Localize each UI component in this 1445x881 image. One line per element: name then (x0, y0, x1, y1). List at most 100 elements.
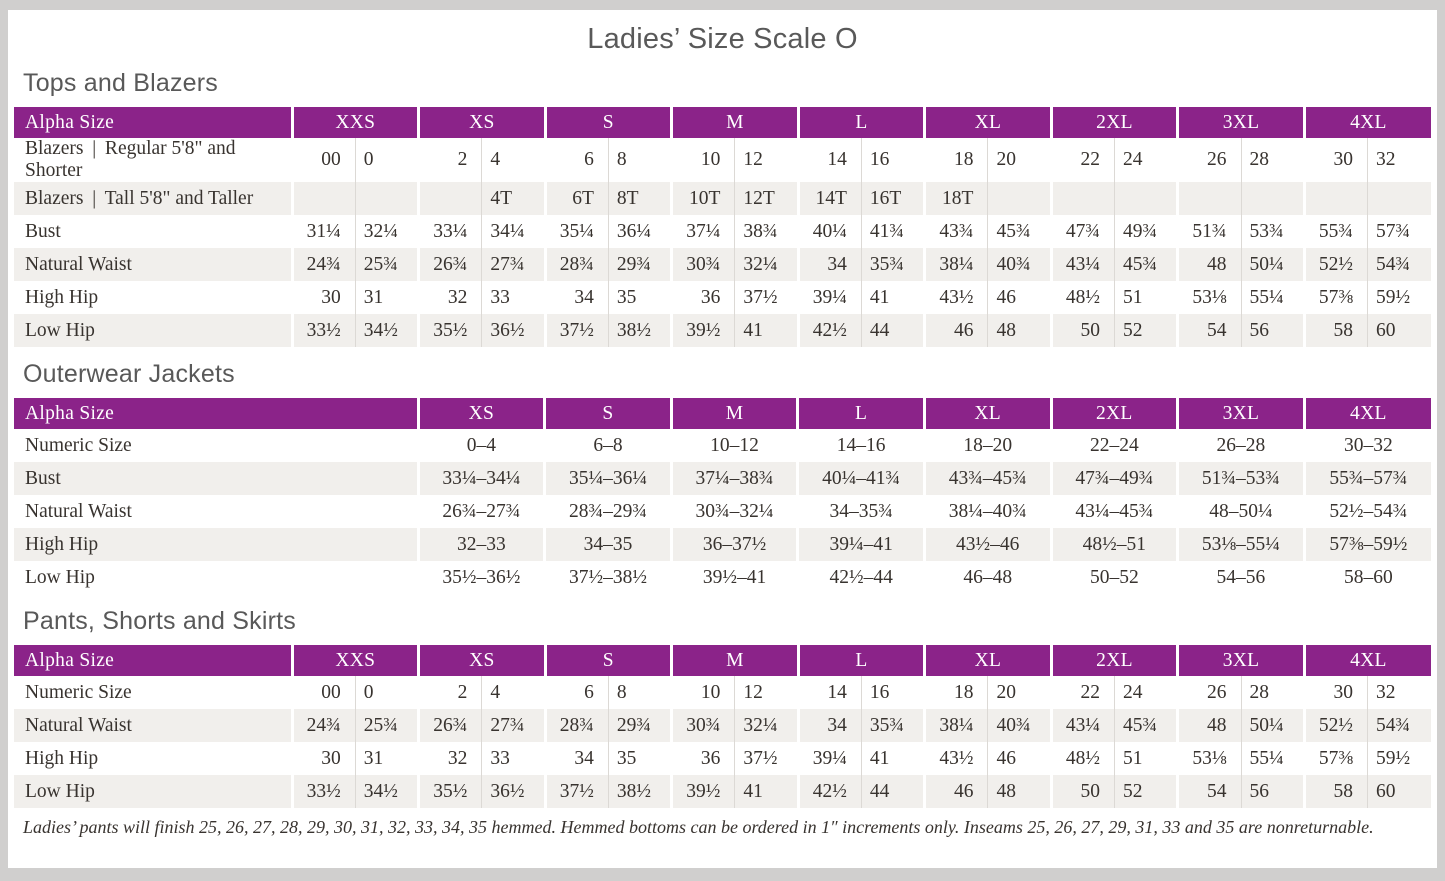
size-range-cell: 35¼–36¼ (543, 462, 672, 495)
size-value-cell: 53¾ (1240, 215, 1305, 248)
size-value-cell: 18T (923, 182, 988, 215)
size-value-cell: 32¼ (734, 248, 799, 281)
size-column-header: XXS (290, 645, 419, 676)
size-value-cell: 22 (1049, 676, 1115, 709)
size-value-cell: 48½ (1049, 281, 1115, 314)
size-value-cell: 36¼ (607, 215, 672, 248)
size-value-cell (1113, 182, 1178, 215)
size-range-cell: 43½–46 (922, 528, 1052, 561)
size-value-cell: 48 (987, 775, 1052, 808)
size-value-cell: 41 (860, 281, 925, 314)
size-value-cell: 26¾ (417, 709, 482, 742)
size-range-cell: 50–52 (1049, 561, 1178, 594)
row-label: Bust (14, 462, 419, 495)
size-value-cell: 36½ (481, 314, 546, 347)
size-value-cell: 33½ (290, 314, 356, 347)
size-value-cell: 28¾ (543, 248, 609, 281)
size-value-cell: 58 (1302, 314, 1368, 347)
size-range-cell: 54–56 (1176, 561, 1305, 594)
size-value-cell: 29¾ (607, 709, 672, 742)
size-value-cell: 60 (1367, 314, 1431, 347)
row-label: High Hip (14, 742, 293, 775)
size-range-cell: 0–4 (416, 429, 545, 462)
size-value-cell (1176, 182, 1242, 215)
size-value-cell: 55¾ (1302, 215, 1368, 248)
table-row: Blazers | Tall 5'8" and Taller 4T 6T 8T 10T 1… (14, 182, 1431, 215)
size-range-cell: 39¼–41 (796, 528, 925, 561)
section-heading: Tops and Blazers (23, 69, 218, 97)
size-value-cell: 31 (354, 742, 419, 775)
table-row: Numeric Size 0–4 6–8 10–12 14–16 18–20 22–24 26… (14, 429, 1431, 462)
size-value-cell: 20 (987, 676, 1052, 709)
size-value-cell: 54¾ (1367, 709, 1431, 742)
size-value-cell: 34 (543, 742, 609, 775)
size-value-cell: 26 (1176, 138, 1242, 182)
size-value-cell: 26 (1176, 676, 1242, 709)
size-range-cell: 22–24 (1049, 429, 1178, 462)
size-table-section: Outerwear Jackets Alpha Size XS S M L XL 2XL 3XL… (8, 360, 1437, 594)
size-value-cell: 10T (670, 182, 735, 215)
size-range-cell: 34–35 (543, 528, 672, 561)
size-column-header: XXS (290, 107, 419, 138)
size-value-cell: 43¼ (1049, 248, 1115, 281)
size-value-cell: 30 (290, 742, 356, 775)
size-range-cell: 36–37½ (669, 528, 798, 561)
size-range-cell: 28¾–29¾ (543, 495, 672, 528)
footnote: Ladies’ pants will finish 25, 26, 27, 28… (23, 817, 1374, 837)
alpha-size-header: Alpha Size (14, 645, 293, 676)
row-label: Low Hip (14, 775, 293, 808)
size-value-cell: 46 (987, 742, 1052, 775)
size-value-cell: 42½ (796, 775, 862, 808)
size-value-cell: 16 (860, 138, 925, 182)
size-value-cell: 20 (987, 138, 1052, 182)
section-heading: Pants, Shorts and Skirts (23, 607, 296, 635)
size-value-cell: 8 (607, 676, 672, 709)
size-value-cell: 49¾ (1113, 215, 1178, 248)
size-value-cell: 30 (1302, 676, 1368, 709)
size-value-cell: 4 (481, 676, 546, 709)
size-value-cell: 32¼ (734, 709, 799, 742)
size-value-cell: 32 (417, 281, 482, 314)
size-value-cell: 32 (1367, 676, 1431, 709)
size-value-cell: 37½ (734, 281, 799, 314)
size-value-cell: 55¼ (1240, 742, 1305, 775)
size-column-header: S (543, 107, 672, 138)
size-value-cell: 38½ (607, 314, 672, 347)
size-value-cell: 57¾ (1367, 215, 1431, 248)
size-value-cell: 43½ (923, 281, 988, 314)
size-value-cell: 33 (481, 281, 546, 314)
size-value-cell: 39¼ (796, 742, 862, 775)
size-column-header: 2XL (1049, 107, 1178, 138)
size-column-header: XS (417, 645, 546, 676)
size-value-cell (1240, 182, 1305, 215)
size-value-cell: 12 (734, 676, 799, 709)
size-value-cell: 35¼ (543, 215, 609, 248)
size-value-cell: 38½ (607, 775, 672, 808)
size-table: Alpha Size XXS XS S M L XL 2XL 3XL 4XL Blazers | R… (14, 107, 1431, 347)
size-value-cell: 51 (1113, 742, 1178, 775)
size-value-cell: 27¾ (481, 709, 546, 742)
size-column-header: XS (416, 398, 545, 429)
size-range-cell: 38¼–40¾ (922, 495, 1052, 528)
size-value-cell: 43¼ (1049, 709, 1115, 742)
size-column-header: L (796, 398, 925, 429)
size-column-header: 2XL (1049, 645, 1178, 676)
size-value-cell: 40¾ (987, 709, 1052, 742)
size-value-cell: 45¾ (1113, 248, 1178, 281)
size-value-cell: 36 (670, 281, 735, 314)
size-value-cell: 52 (1113, 314, 1178, 347)
page-title: Ladies’ Size Scale O (587, 23, 858, 55)
size-value-cell: 41 (860, 742, 925, 775)
size-value-cell: 33½ (290, 775, 356, 808)
size-range-cell: 53⅛–55¼ (1176, 528, 1305, 561)
size-range-cell: 34–35¾ (796, 495, 925, 528)
size-range-cell: 37¼–38¾ (669, 462, 798, 495)
size-value-cell: 4T (481, 182, 546, 215)
size-value-cell: 25¾ (354, 709, 419, 742)
size-value-cell: 10 (670, 676, 735, 709)
size-value-cell: 27¾ (481, 248, 546, 281)
size-range-cell: 35½–36½ (416, 561, 545, 594)
table-row: Natural Waist 26¾–27¾ 28¾–29¾ 30¾–32¼ 34–35¾… (14, 495, 1431, 528)
size-value-cell: 45¾ (1113, 709, 1178, 742)
size-value-cell: 39¼ (796, 281, 862, 314)
